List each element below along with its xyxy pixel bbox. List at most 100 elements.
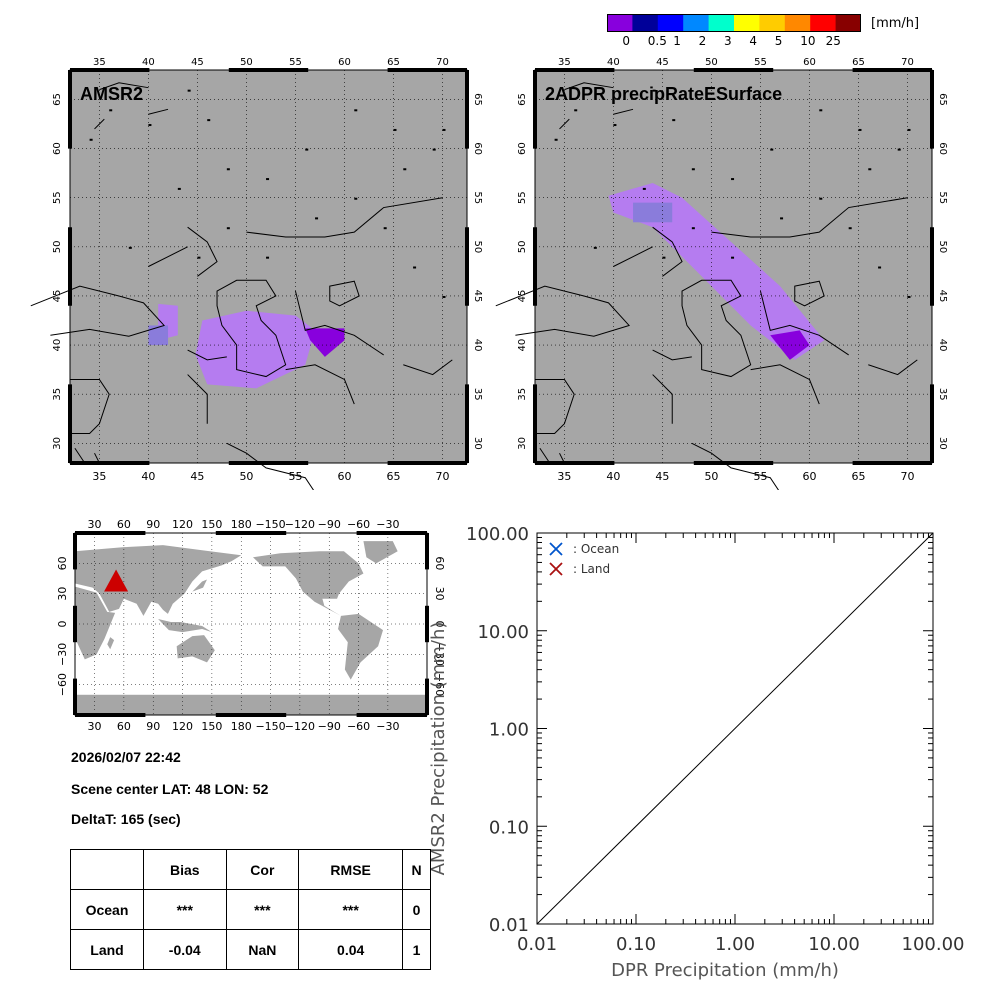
stats-table: Bias Cor RMSE N Ocean *** *** *** 0 Land… <box>70 849 431 970</box>
lat-tick-label: 55 <box>937 191 948 204</box>
lon-tick-label: −90 <box>318 720 341 733</box>
lon-tick-label: 35 <box>92 470 106 483</box>
lat-tick-label: 30 <box>52 437 63 450</box>
lake <box>593 246 597 249</box>
lat-tick-label: 50 <box>472 240 483 253</box>
lat-tick-label: 65 <box>937 93 948 106</box>
lake <box>187 89 191 92</box>
coastline <box>94 82 169 130</box>
lat-tick-label: 30 <box>937 437 948 450</box>
globe-land <box>107 637 115 650</box>
lake <box>432 148 436 151</box>
lake <box>442 295 446 298</box>
y-tick-label: 100.00 <box>466 524 529 545</box>
coastline <box>226 442 315 490</box>
lon-tick-label: −30 <box>376 518 399 531</box>
lon-tick-label: 50 <box>705 57 718 68</box>
lake <box>731 178 735 181</box>
scatter-plot: 0.010.01 0.10 0.10 1.00 1.00 10.00 10.00 100.00… <box>428 524 964 981</box>
lat-tick-label: 30 <box>517 437 528 450</box>
lon-tick-label: 45 <box>190 470 204 483</box>
lon-tick-label: 120 <box>172 518 193 531</box>
lake <box>226 227 230 230</box>
lon-tick-label: 40 <box>141 470 155 483</box>
lon-tick-label: 60 <box>117 518 131 531</box>
lake <box>177 187 181 190</box>
lake <box>780 217 784 220</box>
lat-tick-label: 0 <box>56 621 69 628</box>
legend-marker-x <box>549 562 563 576</box>
scene-center: Scene center LAT: 48 LON: 52 <box>71 781 269 797</box>
table-cell: -0.04 <box>143 929 227 970</box>
lat-tick-label: 40 <box>52 339 63 352</box>
lat-tick-label: 60 <box>472 142 483 155</box>
lat-tick-label: 65 <box>517 93 528 106</box>
colorbar-swatch <box>734 14 760 32</box>
lake <box>642 187 646 190</box>
lat-tick-label: 30 <box>433 587 446 601</box>
lake <box>691 168 695 171</box>
lon-tick-label: 50 <box>239 470 253 483</box>
lake <box>403 168 407 171</box>
lon-tick-label: 65 <box>852 57 865 68</box>
globe-land <box>158 618 212 633</box>
lon-tick-label: 45 <box>655 470 669 483</box>
lon-tick-label: 50 <box>704 470 718 483</box>
lake <box>770 148 774 151</box>
lake <box>613 124 617 127</box>
y-axis-label: AMSR2 Precipitation (mm/h) <box>428 622 449 876</box>
colorbar-swatch <box>810 14 837 32</box>
lake <box>819 109 823 112</box>
rain-area <box>770 330 810 360</box>
x-axis-label: DPR Precipitation (mm/h) <box>611 960 839 981</box>
lon-tick-label: 35 <box>557 470 571 483</box>
lon-tick-label: 35 <box>558 57 571 68</box>
coastline <box>559 82 634 130</box>
lat-tick-label: −60 <box>56 673 69 696</box>
lat-tick-label: 30 <box>472 437 483 450</box>
lat-tick-label: 35 <box>517 388 528 401</box>
lon-tick-label: 30 <box>88 518 102 531</box>
lon-tick-label: −120 <box>285 518 315 531</box>
colorbar-unit: [mm/h] <box>871 16 920 31</box>
globe-land <box>176 635 215 663</box>
lon-tick-label: 150 <box>201 518 222 531</box>
colorbar-tick-label: 10 <box>800 34 816 48</box>
colorbar-swatch <box>784 14 811 32</box>
colorbar-swatch <box>759 14 786 32</box>
table-cell: *** <box>225 889 300 930</box>
lon-tick-label: 40 <box>606 470 620 483</box>
colorbar-frame <box>607 14 861 32</box>
lon-tick-label: 70 <box>435 470 449 483</box>
lat-tick-label: 55 <box>52 191 63 204</box>
lat-tick-label: 40 <box>472 339 483 352</box>
lon-tick-label: 35 <box>93 57 106 68</box>
lat-tick-label: 60 <box>937 142 948 155</box>
lon-tick-label: 150 <box>201 720 222 733</box>
lake <box>148 124 152 127</box>
lake <box>662 256 666 259</box>
lon-tick-label: −150 <box>255 720 285 733</box>
globe-land <box>192 579 207 592</box>
colorbar-tick-label: 0 <box>622 34 631 48</box>
lat-tick-label: 35 <box>472 388 483 401</box>
table-header-cell: N <box>402 849 431 890</box>
lat-tick-label: 60 <box>517 142 528 155</box>
lake <box>672 119 676 122</box>
amsr2-map-title: AMSR2 <box>80 84 143 104</box>
rain-area <box>633 202 673 223</box>
table-cell: 0 <box>402 889 431 930</box>
amsr2-map: 35 35 40 40 45 45 50 50 55 55 60 60 65 65 70 70 30 30 35 35… <box>30 57 483 490</box>
lon-tick-label: 50 <box>240 57 253 68</box>
dpr-map: 35 35 40 40 45 45 50 50 55 55 60 60 65 65 70 70 30 30 35 35… <box>495 57 948 490</box>
legend-label: : Ocean <box>573 542 619 556</box>
colorbar-tick-label: 5 <box>774 34 783 48</box>
lake <box>554 138 558 141</box>
lake <box>848 227 852 230</box>
lon-tick-label: 120 <box>172 720 193 733</box>
colorbar-tick-label: 2 <box>698 34 707 48</box>
coastline <box>216 279 287 378</box>
legend-label: : Land <box>573 562 610 576</box>
table-cell: Land <box>70 929 144 970</box>
scene-datetime: 2026/02/07 22:42 <box>71 749 181 765</box>
